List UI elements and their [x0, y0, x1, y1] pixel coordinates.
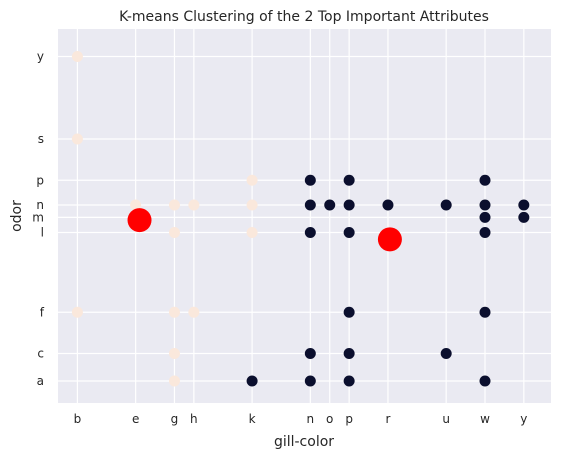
- x-tick-label: k: [249, 412, 256, 426]
- x-tick-label: p: [345, 412, 353, 426]
- data-point: [246, 375, 258, 387]
- data-point: [343, 306, 355, 318]
- y-axis-label: odor: [9, 200, 25, 232]
- data-point: [168, 348, 180, 359]
- data-point: [343, 375, 355, 387]
- data-point: [440, 348, 452, 359]
- x-tick-label: u: [442, 412, 450, 426]
- x-tick-label: g: [171, 412, 179, 426]
- data-point: [168, 375, 180, 387]
- data-point: [130, 199, 142, 211]
- data-point: [440, 199, 452, 211]
- y-tick-label: m: [32, 210, 44, 224]
- data-point: [304, 375, 316, 387]
- centroid-point: [377, 227, 402, 252]
- x-tick-label: o: [326, 412, 333, 426]
- data-point: [343, 199, 355, 211]
- centroids: [127, 208, 402, 252]
- y-tick-label: f: [40, 305, 45, 319]
- data-point: [71, 133, 83, 145]
- data-point: [71, 51, 83, 62]
- x-tick-label: b: [74, 412, 82, 426]
- data-point: [168, 227, 180, 238]
- x-tick-label: e: [132, 412, 139, 426]
- centroid-point: [127, 208, 152, 233]
- data-point: [304, 174, 316, 186]
- data-point: [304, 348, 316, 359]
- data-point: [304, 227, 316, 238]
- data-point: [168, 306, 180, 318]
- y-tick-label: a: [37, 374, 44, 388]
- data-point: [246, 227, 258, 238]
- y-tick-label: c: [37, 347, 44, 361]
- data-point: [518, 199, 530, 211]
- data-point: [304, 199, 316, 211]
- data-point: [324, 199, 336, 211]
- data-point: [71, 306, 83, 318]
- chart-title: K-means Clustering of the 2 Top Importan…: [119, 9, 489, 25]
- x-tick-label: n: [307, 412, 315, 426]
- y-tick-label: s: [38, 132, 44, 146]
- data-point: [479, 227, 491, 238]
- x-tick-label: h: [190, 412, 198, 426]
- data-point: [479, 211, 491, 223]
- x-tick-label: w: [480, 412, 490, 426]
- x-axis-label: gill-color: [274, 434, 334, 450]
- x-tick-label: y: [520, 412, 527, 426]
- data-point: [343, 227, 355, 238]
- data-point: [168, 199, 180, 211]
- data-point: [518, 211, 530, 223]
- y-tick-label: n: [36, 198, 44, 212]
- data-points: [71, 51, 530, 387]
- data-point: [246, 174, 258, 186]
- data-point: [479, 306, 491, 318]
- data-point: [479, 174, 491, 186]
- y-tick-label: l: [41, 226, 44, 240]
- y-tick-label: y: [37, 50, 44, 64]
- data-point: [188, 199, 200, 211]
- y-tick-label: p: [36, 173, 44, 187]
- data-point: [479, 375, 491, 387]
- data-point: [479, 199, 491, 211]
- data-point: [188, 306, 200, 318]
- data-point: [382, 199, 394, 211]
- data-point: [343, 348, 355, 359]
- data-point: [343, 174, 355, 186]
- data-point: [246, 199, 258, 211]
- x-tick-label: r: [385, 412, 390, 426]
